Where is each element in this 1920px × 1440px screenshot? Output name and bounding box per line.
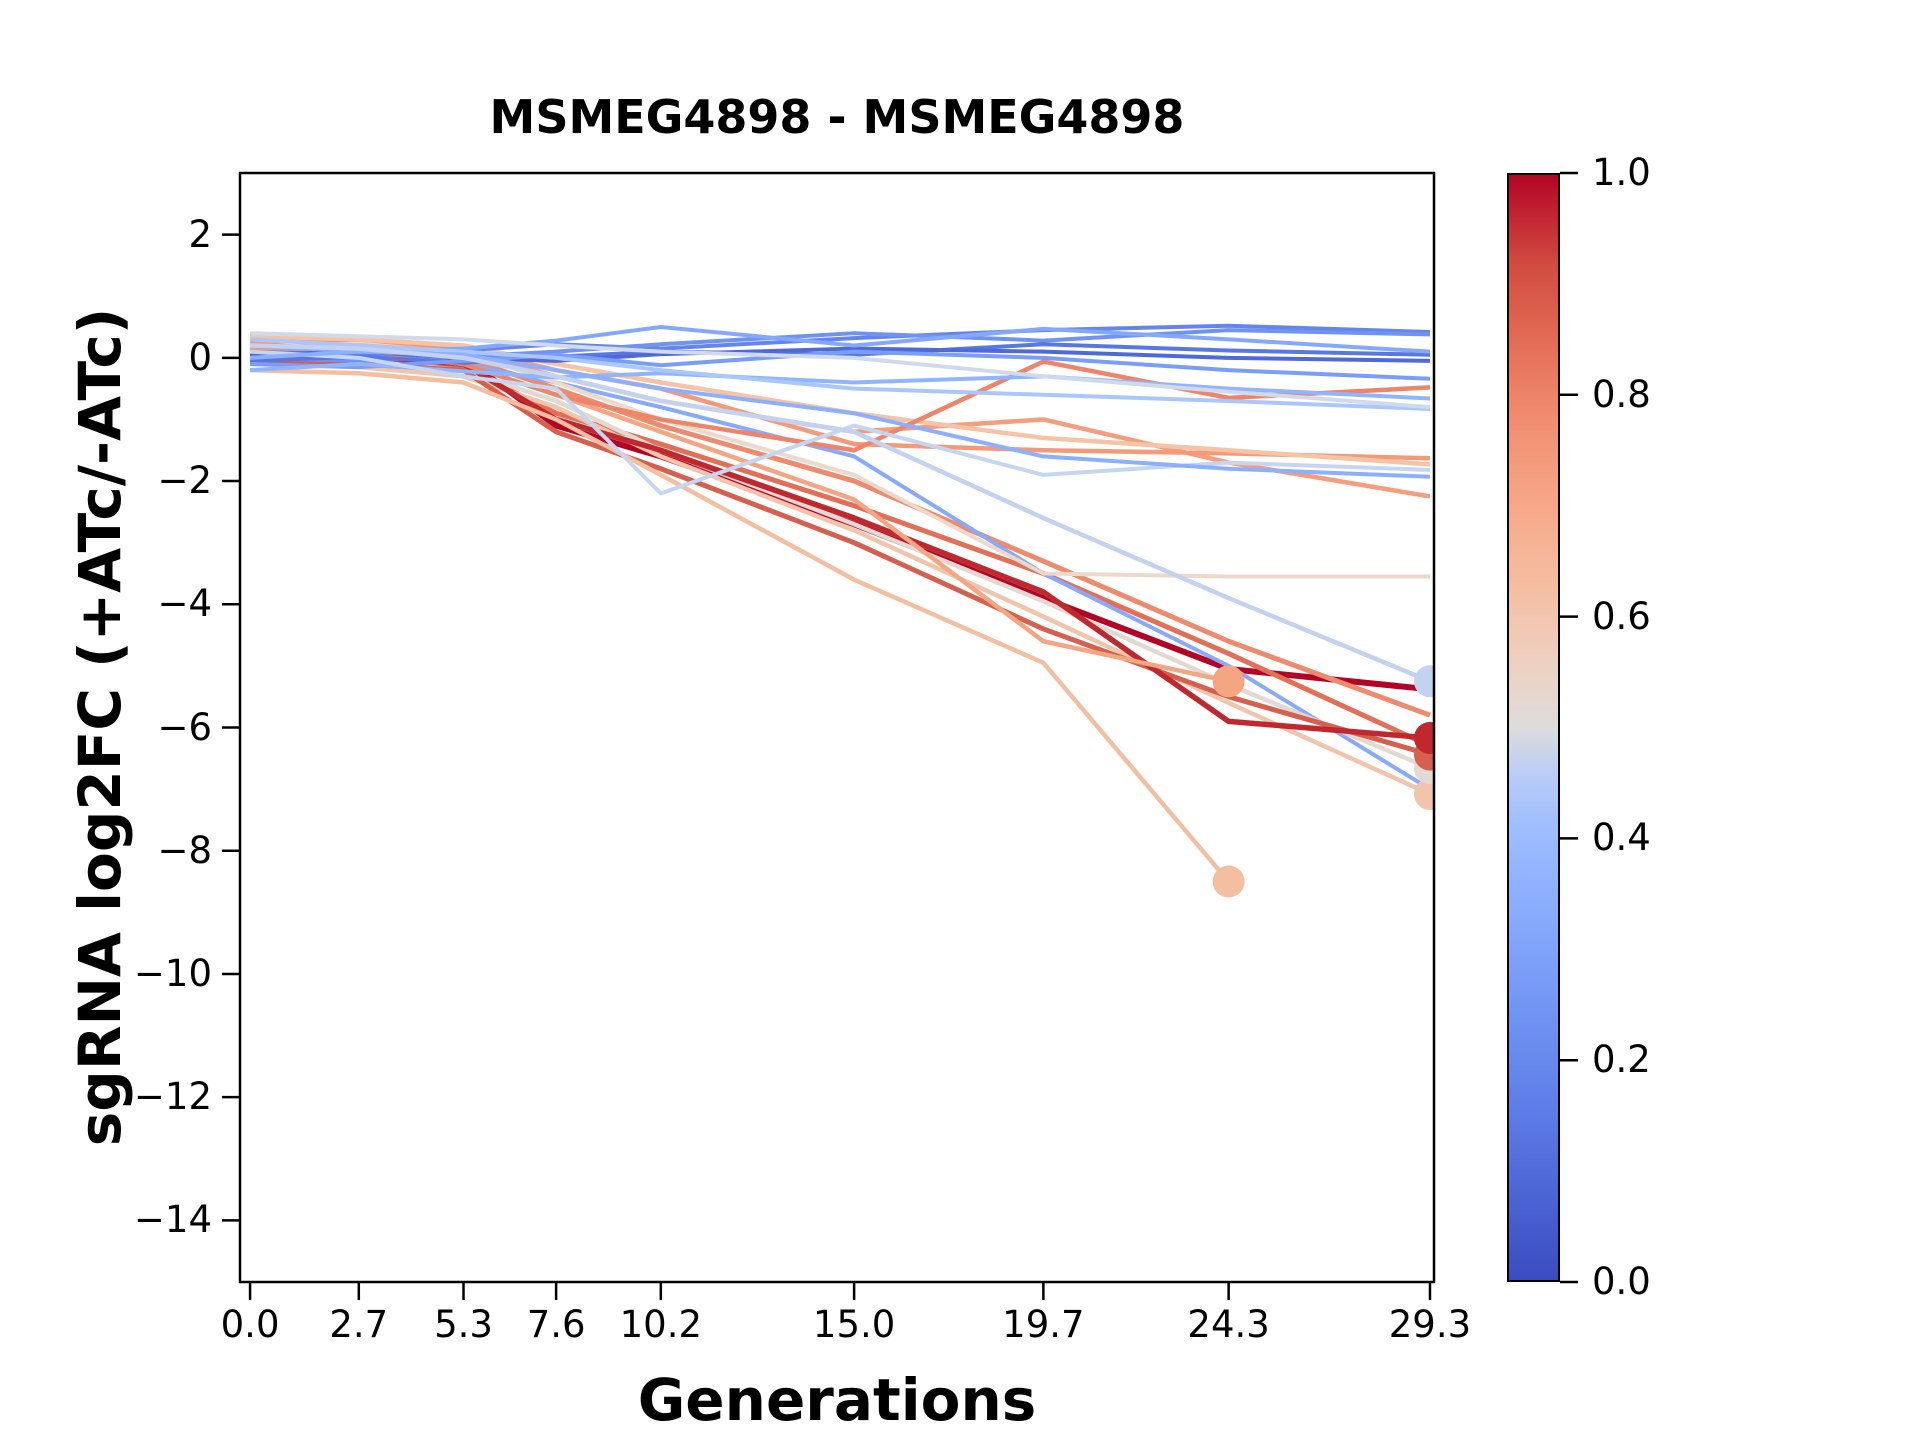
y-tick-label: 0 [188,335,212,379]
chart-title: MSMEG4898 - MSMEG4898 [489,90,1185,144]
sgrna-trace [249,349,1431,496]
sgrna-trace [250,331,1431,410]
x-tick-label: 24.3 [1187,1303,1270,1346]
colorbar-tick-label: 0.8 [1592,372,1651,416]
y-tick-label: −8 [157,828,212,872]
sgrna-trace [249,361,1431,401]
trace-end-marker [1413,778,1434,811]
colorbar-tick-label: 1.0 [1592,151,1651,194]
trace-end-marker [1413,665,1434,698]
x-tick-label: 5.3 [434,1303,493,1346]
colorbar-tick-label: 0.4 [1592,816,1651,860]
colorbar-tick-label: 0.0 [1592,1260,1651,1303]
y-tick-label: −4 [157,582,212,626]
x-tick-label: 2.7 [329,1303,389,1346]
colorbar-tick-label: 0.6 [1592,594,1651,638]
y-tick-label: −14 [133,1198,212,1242]
y-tick-label: −2 [157,459,212,503]
y-tick-label: −6 [157,705,212,749]
x-tick-label: 29.3 [1388,1303,1472,1346]
trace-end-marker [1212,865,1245,898]
x-tick-label: 0.0 [220,1303,280,1346]
sgrna-trace [249,337,1431,411]
x-tick-label: 15.0 [812,1303,896,1346]
x-tick-label: 7.6 [526,1303,586,1346]
sgrna-trace [250,355,1431,771]
trace-end-marker [1212,665,1245,698]
y-tick-label: −12 [133,1075,212,1119]
sgrna-trace [250,367,1231,883]
x-axis-label: Generations [637,1366,1037,1434]
sgrna-trace [250,343,1431,684]
sgrna-trace [250,334,1431,467]
colorbar-tick-label: 0.2 [1592,1038,1651,1082]
x-tick-label: 10.2 [619,1303,702,1346]
trace-end-marker [1413,721,1434,754]
y-tick-label: 2 [188,212,212,256]
sgrna-traces [249,323,1434,898]
y-tick-label: −10 [133,951,212,995]
colorbar [1507,173,1560,1282]
x-tick-label: 19.7 [1002,1303,1085,1346]
